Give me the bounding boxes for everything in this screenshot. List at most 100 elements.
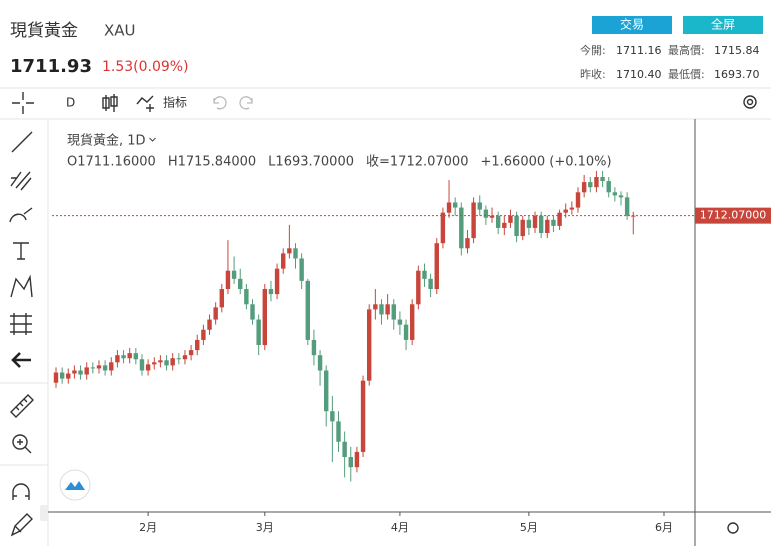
stat-value: 1710.40 xyxy=(616,68,662,81)
candle-body xyxy=(164,360,169,366)
candle-body xyxy=(563,209,568,213)
fullscreen-button-label[interactable]: 全屏 xyxy=(711,17,735,32)
candle-body xyxy=(354,451,360,468)
candle-body xyxy=(78,370,83,375)
candle-body xyxy=(317,355,323,371)
candle-body xyxy=(72,370,77,374)
candle-body xyxy=(471,202,476,239)
brush-tool[interactable] xyxy=(9,207,33,223)
candle-body xyxy=(385,304,390,315)
candle-body xyxy=(594,177,599,188)
candle-body xyxy=(256,319,261,346)
candle-body xyxy=(366,309,372,381)
candle-icon[interactable] xyxy=(102,94,118,112)
candle-body xyxy=(532,215,538,228)
candle-body xyxy=(293,248,298,259)
magnet-tool[interactable] xyxy=(12,483,30,500)
pattern-tool[interactable] xyxy=(10,274,33,298)
candle-body xyxy=(188,350,194,356)
candle-body xyxy=(440,212,446,244)
candle-body xyxy=(618,195,624,198)
candle-body xyxy=(182,355,188,360)
candle-body xyxy=(545,219,550,234)
axis-settings-icon[interactable] xyxy=(727,522,739,534)
candle-body xyxy=(477,202,482,210)
stat-label: 最高價: xyxy=(668,43,705,57)
candle-body xyxy=(311,339,317,356)
legend-label: H xyxy=(168,155,178,170)
candle-body xyxy=(324,370,329,412)
trade-button-label[interactable]: 交易 xyxy=(620,17,644,32)
candle-body xyxy=(133,353,139,360)
candle-body xyxy=(145,364,151,371)
fullscreen-button[interactable] xyxy=(683,16,763,34)
text-tool[interactable] xyxy=(13,242,29,260)
legend-label: L xyxy=(268,155,276,170)
candle-body xyxy=(238,278,243,290)
candle-body xyxy=(219,289,225,308)
ruler-tool[interactable] xyxy=(10,394,34,418)
back-tool[interactable] xyxy=(11,352,31,368)
logo-badge[interactable] xyxy=(59,469,91,501)
candle-body xyxy=(538,215,544,234)
candle-body xyxy=(250,304,255,320)
candle-body xyxy=(115,355,120,363)
candle-body xyxy=(403,324,409,340)
candle-body xyxy=(170,358,175,366)
candle-body xyxy=(127,353,132,359)
candle-body xyxy=(428,278,433,290)
legend-label: O xyxy=(67,155,77,170)
candle-body xyxy=(606,181,611,193)
candle-body xyxy=(612,192,618,196)
legend-value: 1712.07000 xyxy=(390,155,469,170)
logo-icon xyxy=(65,481,85,490)
zoom-tool[interactable] xyxy=(12,434,28,450)
pencil-tool[interactable] xyxy=(10,513,33,537)
candle-body xyxy=(336,421,341,442)
settings-icon-center xyxy=(746,98,754,106)
x-tick-label: 5月 xyxy=(520,521,538,534)
indicator-icon[interactable] xyxy=(136,95,154,112)
candle-body xyxy=(452,202,458,208)
candle-body xyxy=(600,177,605,182)
crosshair-icon[interactable] xyxy=(12,92,34,114)
candle-body xyxy=(575,192,581,208)
x-tick-label: 3月 xyxy=(256,521,274,534)
stat-label: 最低價: xyxy=(668,67,705,81)
candle-body xyxy=(526,219,532,228)
undo-icon[interactable] xyxy=(213,96,227,110)
candle-body xyxy=(305,280,310,340)
candle-body xyxy=(244,289,249,305)
scroll-handle[interactable] xyxy=(40,505,48,521)
stat-label: 昨收: xyxy=(580,67,606,81)
legend-value: 1715.84000 xyxy=(178,155,257,170)
candle-body xyxy=(489,215,495,218)
indicators[interactable]: 指标 xyxy=(163,95,187,110)
candle-body xyxy=(121,355,126,359)
candle-body xyxy=(207,319,212,330)
stat-value: 1711.16 xyxy=(616,44,662,57)
settings-icon[interactable] xyxy=(743,95,757,109)
trade-button[interactable] xyxy=(592,16,672,34)
candle-body xyxy=(262,289,268,346)
candle-body xyxy=(459,207,464,249)
legend-value: 1693.70000 xyxy=(275,155,354,170)
candle-body xyxy=(520,219,525,237)
asset-symbol: XAU xyxy=(104,22,136,40)
x-tick-label: 4月 xyxy=(391,521,409,534)
candle-body xyxy=(66,373,71,379)
candle-body xyxy=(139,359,145,371)
candle-body xyxy=(287,248,292,254)
prediction-tool[interactable] xyxy=(10,313,32,335)
candle-body xyxy=(422,270,427,279)
interval[interactable]: D xyxy=(66,96,75,110)
candle-body xyxy=(508,215,513,223)
trend-line-tool[interactable] xyxy=(11,131,33,153)
candle-body xyxy=(409,304,415,340)
candle-body xyxy=(373,304,378,310)
candle-body xyxy=(109,362,114,371)
redo-icon[interactable] xyxy=(239,96,253,110)
fib-tool[interactable] xyxy=(10,171,32,191)
candle-body xyxy=(588,182,593,188)
